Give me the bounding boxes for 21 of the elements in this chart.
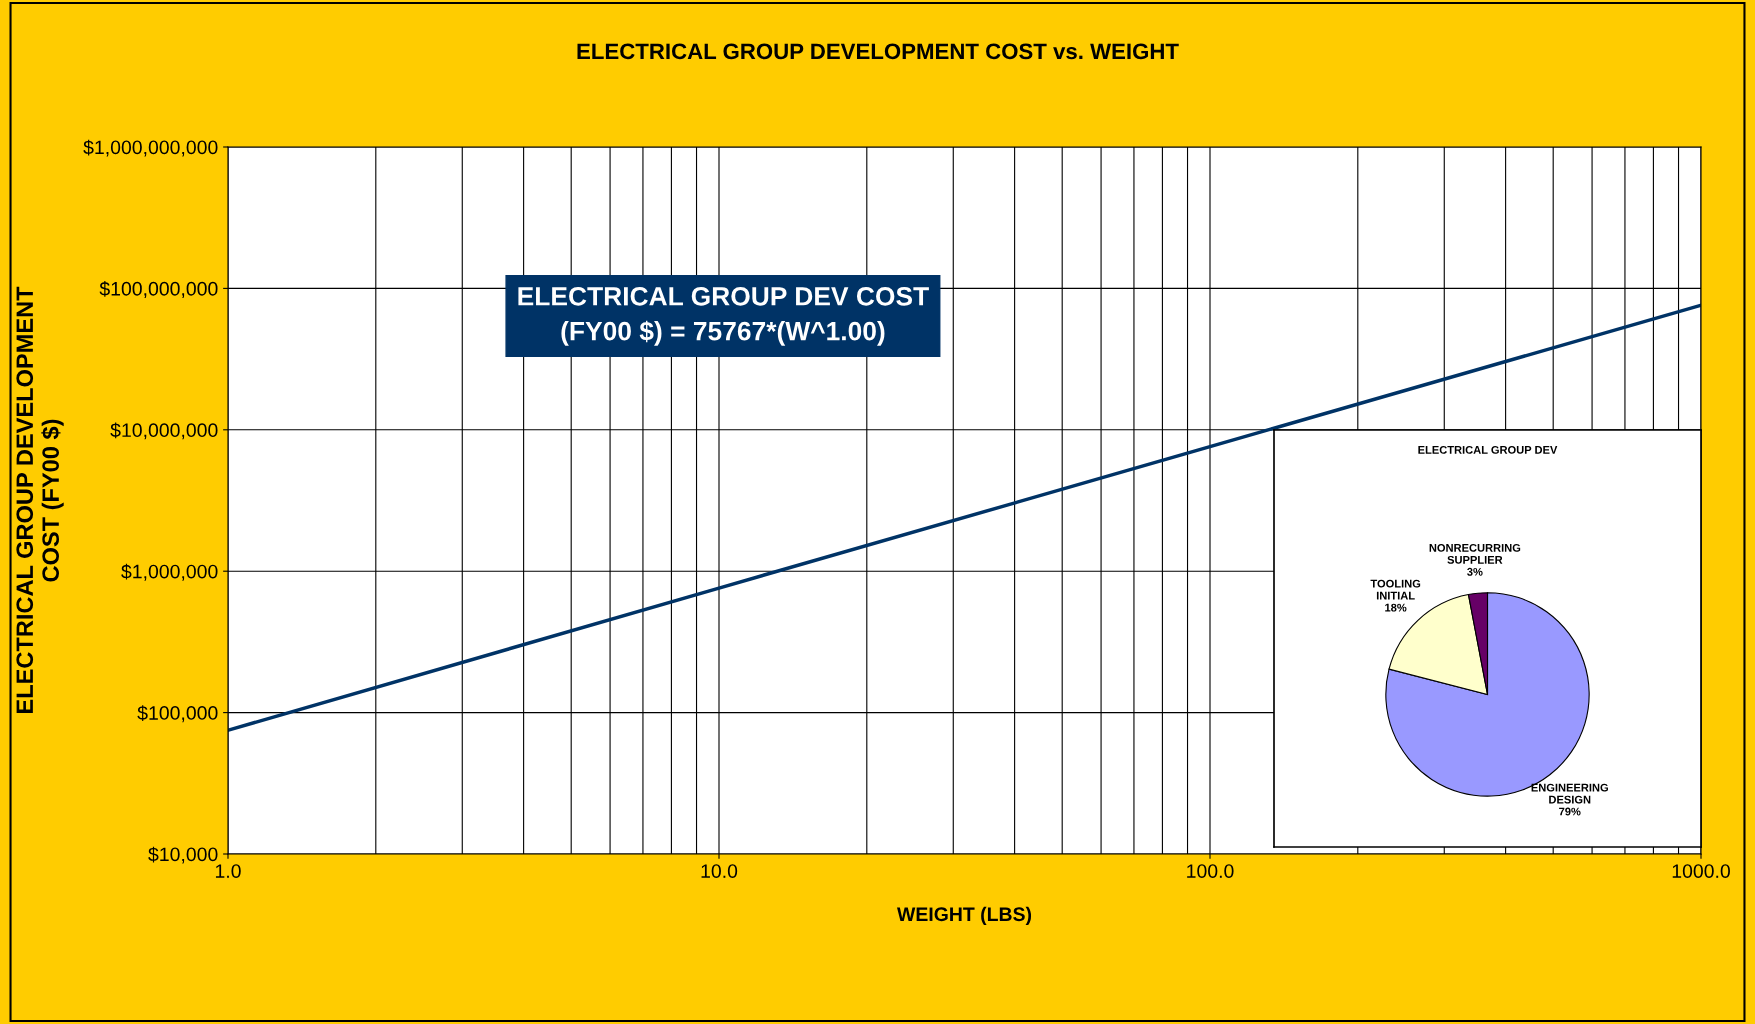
slice-label: NONRECURRING SUPPLIER	[1429, 543, 1521, 564]
chart-title: ELECTRICAL GROUP DEV	[1418, 445, 1558, 454]
slice-label: TOOLING INITIAL	[1370, 579, 1421, 600]
x-axis-title: WEIGHT (LBS)	[897, 906, 1032, 925]
data-label: 79%	[1559, 807, 1581, 816]
y-tick-label: $100,000,000	[99, 281, 218, 298]
y-tick-label: $1,000,000,000	[83, 139, 218, 157]
y-axis-title: ELECTRICAL GROUP DEVELOPMENT COST (FY00 $)	[16, 286, 64, 713]
y-tick-label: $10,000,000	[110, 422, 218, 440]
chart-title: ELECTRICAL GROUP DEVELOPMENT COST vs. WEIGHT	[577, 43, 1179, 60]
data-label: 3%	[1467, 567, 1483, 576]
slice-label: ENGINEERING DESIGN	[1531, 783, 1608, 804]
y-tick-label: $100,000	[137, 705, 218, 723]
x-tick-label: 1000.0	[1672, 864, 1730, 878]
y-tick-label: $10,000	[148, 846, 218, 864]
annotation: ELECTRICAL GROUP DEV COST (FY00 $) = 75767*(W^1.00)	[518, 286, 929, 346]
y-tick-label: $1,000,000	[121, 563, 218, 581]
x-tick-label: 10.0	[701, 864, 738, 878]
x-tick-label: 1.0	[215, 864, 241, 878]
x-tick-label: 100.0	[1187, 864, 1234, 878]
data-label: 18%	[1385, 603, 1407, 612]
